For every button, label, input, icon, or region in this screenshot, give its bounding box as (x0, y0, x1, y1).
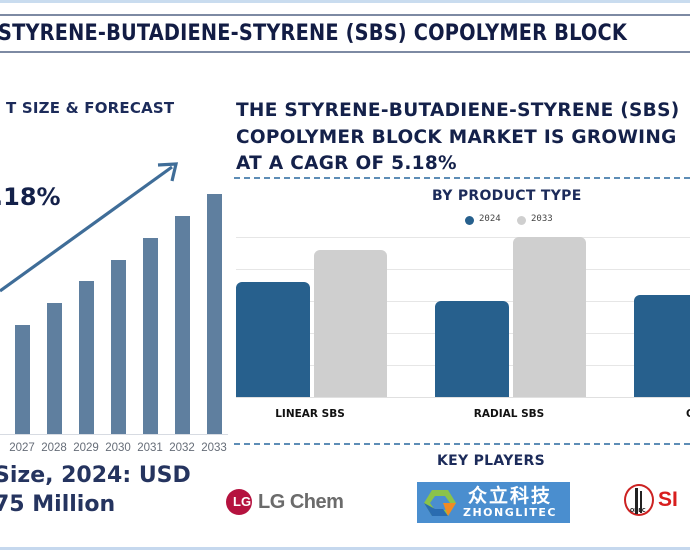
year-label: 2031 (137, 442, 163, 454)
bar-2032 (175, 216, 190, 434)
year-label: 2033 (201, 442, 227, 454)
bar-2028 (47, 303, 62, 434)
year-label: 2027 (9, 442, 35, 454)
gridline (236, 269, 690, 270)
dashed-divider (234, 177, 690, 179)
category-label-radial: RADIAL SBS (473, 408, 545, 420)
zhonglitec-cn-name: 众立科技 (467, 485, 552, 507)
bar-2033 (207, 194, 222, 434)
bar-other-2024 (634, 295, 690, 397)
sinodec-emblem-icon: ODEC (624, 484, 654, 516)
category-label-linear: LINEAR SBS (275, 408, 345, 420)
legend-label-2024: 2024 (479, 214, 501, 224)
headline-line1: THE STYRENE-BUTADIENE-STYRENE (SBS) (236, 100, 680, 121)
segment-title: BY PRODUCT TYPE (432, 188, 582, 204)
sinodec-name: SI (658, 488, 678, 511)
bar-2031 (143, 238, 158, 434)
bottom-strip (0, 547, 690, 550)
year-label: 2030 (105, 442, 131, 454)
header-band (0, 14, 690, 53)
top-strip (0, 0, 690, 3)
headline-line2: COPOLYMER BLOCK MARKET IS GROWING (236, 127, 677, 148)
market-size-title: T SIZE & FORECAST (6, 99, 175, 117)
year-label: 2028 (41, 442, 67, 454)
lg-chem-name: LG Chem (258, 490, 344, 513)
lg-chem-logo: LG LG Chem (226, 489, 344, 515)
legend-dot-2033 (517, 216, 526, 225)
chart-baseline (236, 397, 690, 398)
bar-2030 (111, 260, 126, 434)
dashed-divider-2 (234, 443, 690, 445)
market-size-line1: Size, 2024: USD (0, 463, 191, 488)
gridline (236, 237, 690, 238)
legend-label-2033: 2033 (531, 214, 553, 224)
trend-arrow-icon (0, 162, 179, 293)
market-size-line2: 75 Million (0, 492, 116, 517)
zhonglitec-en-name: ZHONGLITEC (463, 506, 557, 519)
year-label: 2029 (73, 442, 99, 454)
category-label-other: O (686, 408, 690, 420)
sinodec-logo: ODEC SI (624, 484, 678, 516)
bar-linear-2033 (314, 250, 387, 397)
bar-2027 (15, 325, 30, 434)
cagr-value: .18% (0, 183, 61, 211)
headline-line3: AT A CAGR OF 5.18% (236, 153, 457, 174)
bar-radial-2033 (513, 237, 586, 397)
bar-linear-2024 (236, 282, 310, 397)
zhonglitec-hexagon-icon (424, 489, 456, 516)
year-label: 2032 (169, 442, 195, 454)
lg-face-icon: LG (226, 489, 252, 515)
legend-dot-2024 (465, 216, 474, 225)
axis-baseline (0, 434, 228, 435)
zhonglitec-logo: 众立科技 ZHONGLITEC (417, 482, 570, 523)
bar-radial-2024 (435, 301, 509, 397)
key-players-title: KEY PLAYERS (437, 453, 545, 469)
bar-2029 (79, 281, 94, 434)
page-title: STYRENE-BUTADIENE-STYRENE (SBS) COPOLYME… (0, 20, 628, 46)
